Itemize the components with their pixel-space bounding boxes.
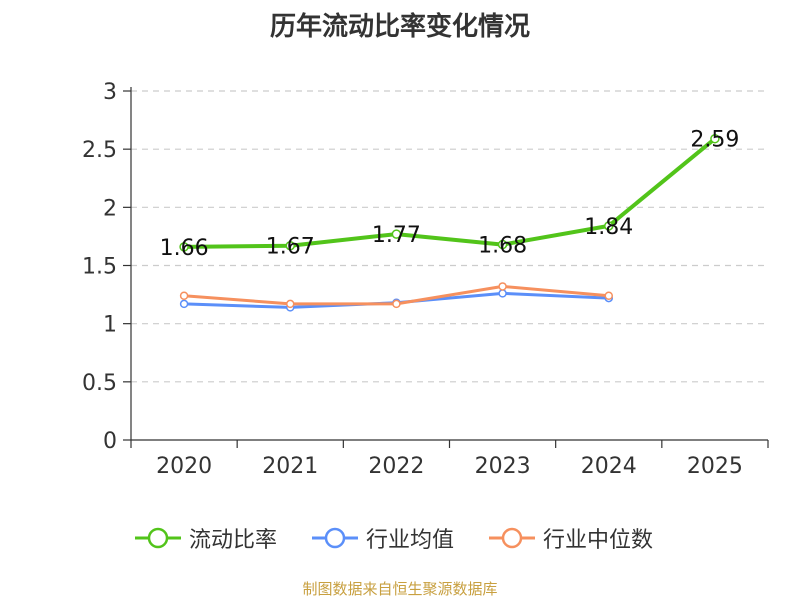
data-point bbox=[604, 291, 613, 300]
source-note: 制图数据来自恒生聚源数据库 bbox=[302, 580, 498, 598]
legend-marker-industry-mean bbox=[312, 527, 358, 549]
data-label: 1.68 bbox=[478, 234, 527, 259]
data-point bbox=[179, 299, 189, 309]
data-point bbox=[498, 289, 507, 298]
data-label: 1.84 bbox=[584, 215, 633, 240]
y-tick-label: 3 bbox=[103, 80, 117, 105]
data-point bbox=[604, 221, 614, 231]
data-point bbox=[710, 133, 720, 144]
series-layer bbox=[179, 133, 720, 312]
grid-layer bbox=[131, 90, 768, 383]
x-tick-label: 2025 bbox=[687, 454, 743, 479]
data-point bbox=[498, 282, 507, 291]
y-tick-label: 1.5 bbox=[82, 255, 117, 280]
legend-item-industry-mean[interactable]: 行业均值 bbox=[312, 522, 454, 554]
data-label: 2.59 bbox=[690, 128, 739, 153]
legend-label-industry-median: 行业中位数 bbox=[543, 528, 654, 553]
data-label: 1.77 bbox=[372, 223, 421, 248]
x-tick-label: 2020 bbox=[156, 454, 212, 479]
data-point bbox=[391, 229, 402, 239]
legend-marker-current-ratio bbox=[135, 527, 181, 549]
legend-item-industry-median[interactable]: 行业中位数 bbox=[489, 522, 653, 554]
data-point bbox=[286, 299, 295, 309]
x-tick-label: 2022 bbox=[368, 454, 424, 479]
data-label: 1.67 bbox=[266, 235, 315, 260]
data-point bbox=[285, 240, 295, 251]
legend-item-current-ratio[interactable]: 流动比率 bbox=[135, 522, 277, 554]
y-tick-label: 0 bbox=[103, 429, 117, 454]
data-point bbox=[179, 291, 189, 300]
x-tick-label: 2024 bbox=[581, 454, 637, 479]
y-tick-label: 1 bbox=[103, 313, 117, 338]
y-tick-label: 0.5 bbox=[82, 371, 117, 396]
series-line-0 bbox=[184, 137, 717, 249]
y-tick-label: 2 bbox=[103, 196, 117, 221]
data-label-layer: 1.66 1.67 1.77 1.68 1.84 2.59 bbox=[160, 128, 740, 261]
axis-layer: 0 0.5 1 1.5 2 2.5 3 2020 2021 2022 2023 2024 2025 bbox=[82, 80, 769, 479]
data-label: 1.66 bbox=[160, 236, 209, 261]
data-point bbox=[392, 299, 401, 309]
y-tick-label: 2.5 bbox=[82, 138, 117, 163]
legend-label-current-ratio: 流动比率 bbox=[189, 528, 278, 553]
x-tick-label: 2021 bbox=[262, 454, 318, 479]
chart-title: 历年流动比率变化情况 bbox=[269, 12, 530, 42]
data-point bbox=[179, 242, 189, 252]
data-point bbox=[497, 239, 508, 250]
legend-label-industry-mean: 行业均值 bbox=[366, 528, 455, 553]
legend: 流动比率 行业均值 行业中位数 bbox=[0, 522, 800, 554]
legend-marker-industry-median bbox=[489, 527, 535, 549]
x-tick-label: 2023 bbox=[475, 454, 531, 479]
